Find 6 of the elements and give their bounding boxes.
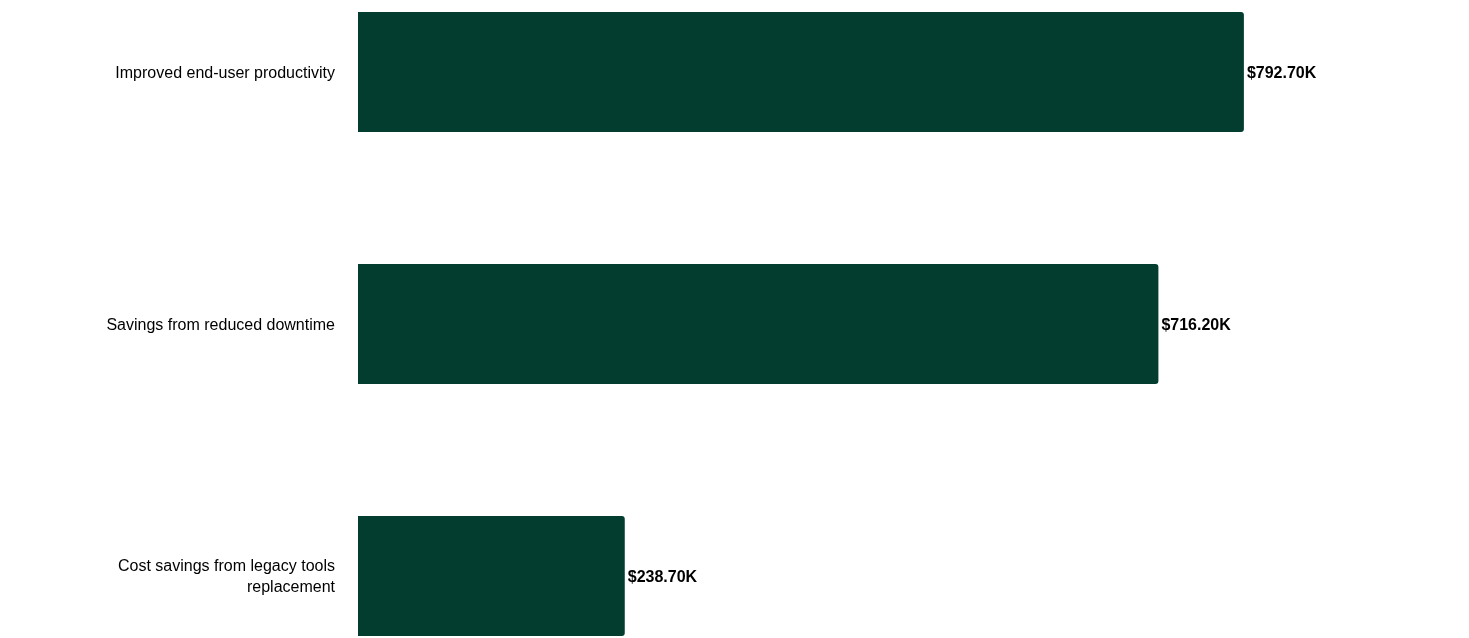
data-label: $716.20K [1161,315,1232,333]
data-label: $792.70K [1246,63,1317,81]
y-tick-label: Cost savings from legacy tools replacement [118,557,336,596]
y-tick-label: Improved end-user productivity [115,63,335,81]
data-label: $238.70K [627,567,698,585]
y-tick-label: Savings from reduced downtime [106,315,336,333]
